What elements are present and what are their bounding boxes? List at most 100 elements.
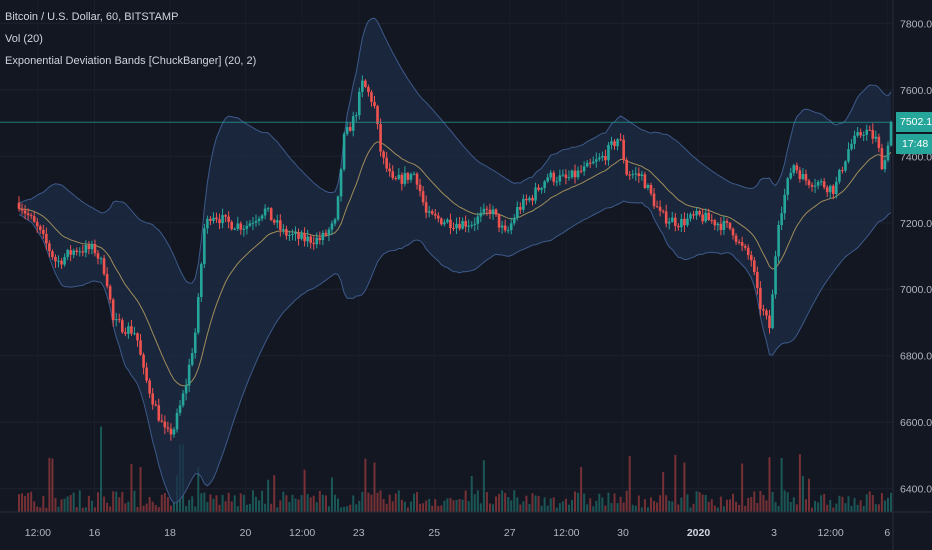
candle-body [810, 184, 814, 187]
candle-body [166, 427, 170, 429]
volume-bar [710, 499, 713, 512]
candle-body [130, 326, 133, 334]
candle [634, 167, 638, 181]
candle [528, 195, 531, 203]
volume-bar [792, 497, 795, 512]
candle-body [236, 223, 240, 229]
volume-bar [142, 505, 145, 512]
volume-bar [510, 500, 513, 512]
volume-indicator-label[interactable]: Vol (20) [5, 33, 43, 45]
candle [266, 206, 270, 213]
candle-body [75, 250, 79, 252]
volume-bar [93, 507, 96, 512]
time-axis[interactable]: 12:00 16 18 20 12:00 23 25 27 12:00 30 2020 3 12:00 6 [25, 527, 891, 539]
candle-body [640, 174, 644, 176]
candle-body [187, 364, 191, 386]
candle [871, 123, 875, 144]
candle [409, 172, 413, 183]
candle [464, 215, 467, 233]
deviation-bands-indicator-label[interactable]: Exponential Deviation Bands [ChuckBanger… [5, 55, 257, 67]
candle-body [889, 122, 893, 146]
volume-bar [133, 490, 136, 512]
candle [84, 240, 88, 258]
volume-bar [719, 496, 722, 512]
candle [87, 240, 91, 255]
candle [765, 308, 768, 320]
candle [69, 245, 72, 262]
candle-body [48, 243, 51, 252]
candle [835, 176, 838, 199]
candle [443, 219, 446, 227]
candle-body [248, 223, 252, 226]
volume-bar [561, 501, 564, 512]
chart-legend: Bitcoin / U.S. Dollar, 60, BITSTAMP Vol … [5, 6, 256, 72]
candle [190, 348, 194, 367]
candle-body [658, 206, 662, 211]
volume-bar [197, 467, 200, 512]
candle [169, 423, 173, 441]
candle-body [749, 255, 753, 261]
candle [838, 168, 841, 185]
candle [400, 172, 404, 191]
candle-body [373, 101, 376, 107]
candle [734, 233, 738, 246]
time-tick-label: 2020 [687, 527, 711, 539]
volume-bar [479, 503, 482, 512]
volume-bar [385, 503, 388, 512]
volume-bar [890, 492, 893, 512]
volume-bar [364, 458, 367, 512]
candle-body [637, 173, 641, 176]
volume-bar [844, 503, 847, 512]
candle-body [613, 141, 616, 147]
symbol-title[interactable]: Bitcoin / U.S. Dollar, 60, BITSTAMP [5, 11, 179, 23]
candle [339, 168, 343, 202]
volume-bar [84, 507, 87, 512]
volume-bar [455, 499, 458, 512]
candle-body [84, 245, 88, 253]
candle-body [412, 173, 416, 175]
volume-bar [680, 497, 683, 512]
candle [38, 224, 42, 235]
candle-body [537, 187, 540, 190]
volume-bar [564, 498, 567, 512]
candle-body [871, 129, 875, 139]
candle-body [160, 420, 164, 422]
candle [78, 247, 82, 257]
candle [373, 95, 376, 109]
candle-body [382, 151, 385, 158]
volume-bar [315, 502, 318, 512]
candle-body [93, 244, 97, 254]
candle-body [282, 229, 285, 231]
volume-bar [394, 493, 397, 512]
candle-body [546, 177, 549, 182]
volume-bar [78, 490, 81, 512]
candle [619, 133, 622, 142]
volume-bar [69, 494, 72, 512]
candle-body [269, 208, 273, 221]
candle [121, 317, 124, 334]
volume-bar [756, 503, 759, 512]
volume-bar [294, 498, 297, 512]
volume-bar [783, 490, 786, 512]
candle-body [607, 144, 610, 161]
candle-body [683, 218, 686, 226]
price-axis[interactable]: 7800.007600.007400.007200.007000.006800.… [900, 18, 932, 495]
volume-bar [63, 498, 66, 512]
candle-body [133, 333, 136, 335]
volume-bar [662, 472, 665, 512]
price-tick-label: 7200.00 [900, 218, 932, 230]
candle [476, 212, 480, 230]
candle [549, 170, 553, 181]
volume-bar [148, 496, 151, 512]
volume-bar [264, 503, 267, 512]
candle [862, 131, 865, 142]
candle-body [622, 139, 625, 161]
volume-bar [546, 505, 549, 512]
candle-body [516, 207, 519, 218]
candle [604, 149, 607, 166]
volume-bar [567, 504, 570, 512]
time-tick-label: 30 [617, 527, 629, 539]
candle-body [661, 210, 665, 212]
candle-body [667, 221, 671, 224]
